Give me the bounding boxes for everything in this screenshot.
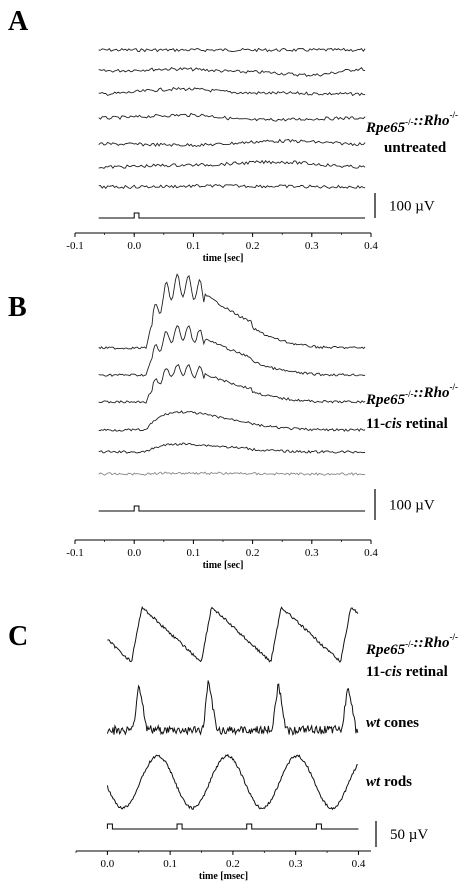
panel-a-trace [98,112,366,122]
panel-a-trace-label-genotype: Rpe65-/-::Rho-/- [365,110,458,136]
panel-a-x-axis-label: time [sec] [203,253,244,264]
panel-a-x-tick-label: 0.4 [364,240,378,252]
panel-c-trace-label-rods: wt rods [366,774,412,790]
panel-a-trace-label-condition: untreated [384,140,447,156]
panel-a-trace [98,138,366,148]
panel-a-stimulus-trace [98,212,366,219]
panel-b-stimulus-trace [98,505,366,512]
panel-a-trace [98,47,366,53]
panel-b: -0.1 0.0 0.1 0.2 0.3 0.4 time [sec] 100 µV Rpe65… [66,273,458,571]
panel-b-x-tick-label: 0.2 [246,547,260,559]
panel-c-x-tick-label: 0.4 [352,858,366,870]
panel-b-trace [98,363,366,404]
panel-c-x-tick-label: 0.1 [163,858,177,870]
panel-c-trace [107,605,359,663]
panel-letter-c: C [8,621,28,652]
panel-a-trace [98,183,366,190]
panel-a-x-tick-label: 0.2 [246,240,260,252]
panel-c-x-axis-label: time [msec] [199,871,248,882]
panel-b-trace [98,325,366,377]
panel-c-trace-label-cones: wt cones [366,715,419,731]
panel-a-trace [98,159,366,169]
panel-c-x-tick-label: 0.0 [101,858,115,870]
panel-b-trace [98,410,366,432]
panel-b-trace [98,273,366,350]
panel-b-x-tick-label: 0.4 [364,547,378,559]
panel-c-trace-label-condition: 11-cis retinal [366,664,448,680]
panel-b-x-tick-label: 0.0 [127,547,141,559]
panel-b-trace [98,442,366,454]
panel-a-x-tick-label: 0.1 [187,240,201,252]
panel-c-trace [106,680,359,736]
panel-b-x-tick-label: 0.1 [187,547,201,559]
panel-letter-b: B [8,292,27,323]
panel-b-scale-bar-label: 100 µV [389,498,435,514]
panel-a-trace [98,67,366,77]
panel-a-scale-bar-label: 100 µV [389,199,435,215]
panel-c-x-tick-label: 0.2 [226,858,240,870]
panel-c-trace-label-genotype: Rpe65-/-::Rho-/- [365,632,458,658]
panel-b-trace [98,471,366,476]
panel-a-x-tick-label: 0.0 [127,240,141,252]
panel-b-trace-label-condition: 11-cis retinal [366,416,448,432]
panel-letter-a: A [8,6,29,37]
panel-a: -0.1 0.0 0.1 0.2 0.3 0.4 time [sec] 100 µV Rpe65… [66,47,458,264]
panel-c-x-tick-label: 0.3 [289,858,303,870]
panel-b-x-axis-label: time [sec] [203,560,244,571]
panel-b-x-tick-label: -0.1 [66,547,83,559]
panel-b-x-tick-label: 0.3 [305,547,319,559]
panel-c-stimulus-trace [106,823,359,830]
panel-b-trace-label-genotype: Rpe65-/-::Rho-/- [365,382,458,408]
panel-c-scale-bar-label: 50 µV [390,827,428,843]
panel-a-trace [98,86,366,97]
panel-c-trace [106,753,358,811]
panel-a-x-tick-label: 0.3 [305,240,319,252]
panel-a-x-tick-label: -0.1 [66,240,83,252]
